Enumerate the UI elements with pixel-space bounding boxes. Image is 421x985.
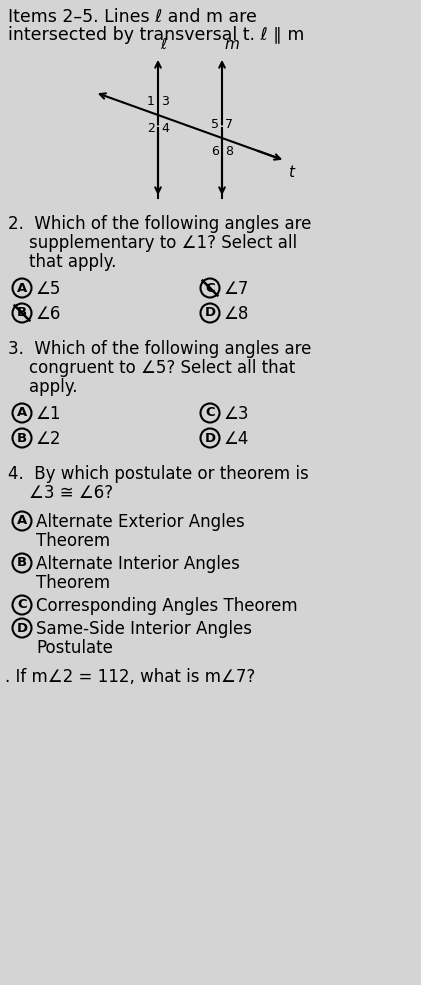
Text: that apply.: that apply. [8, 253, 116, 271]
Text: B: B [17, 431, 27, 444]
Text: Same-Side Interior Angles: Same-Side Interior Angles [36, 620, 252, 638]
Text: D: D [16, 622, 27, 634]
Text: ∠3 ≅ ∠6?: ∠3 ≅ ∠6? [8, 484, 113, 502]
Text: A: A [17, 407, 27, 420]
Text: B: B [17, 306, 27, 319]
Text: ∠8: ∠8 [224, 305, 249, 323]
Text: ∠5: ∠5 [36, 280, 61, 298]
Text: 5: 5 [211, 118, 219, 131]
Text: 3: 3 [161, 95, 169, 108]
Text: C: C [205, 407, 215, 420]
Text: $\ell$: $\ell$ [160, 37, 168, 52]
Text: ∠1: ∠1 [36, 405, 61, 423]
Text: B: B [17, 557, 27, 569]
Text: Alternate Interior Angles: Alternate Interior Angles [36, 555, 240, 573]
Text: D: D [205, 306, 216, 319]
Text: C: C [205, 282, 215, 295]
Text: ∠6: ∠6 [36, 305, 61, 323]
Text: 4.  By which postulate or theorem is: 4. By which postulate or theorem is [8, 465, 309, 483]
Text: intersected by transversal t. ℓ ∥ m: intersected by transversal t. ℓ ∥ m [8, 26, 304, 44]
Text: 7: 7 [225, 118, 233, 131]
Text: 6: 6 [211, 145, 219, 158]
Text: Theorem: Theorem [36, 532, 110, 550]
Text: $t$: $t$ [288, 164, 296, 179]
Text: 2.  Which of the following angles are: 2. Which of the following angles are [8, 215, 312, 233]
Text: 4: 4 [161, 122, 169, 135]
Text: . If m∠2 = 112, what is m∠7?: . If m∠2 = 112, what is m∠7? [5, 668, 255, 686]
Text: 2: 2 [147, 122, 155, 135]
Text: supplementary to ∠1? Select all: supplementary to ∠1? Select all [8, 234, 297, 252]
Text: 8: 8 [225, 145, 233, 158]
Text: 3.  Which of the following angles are: 3. Which of the following angles are [8, 340, 312, 358]
Text: 1: 1 [147, 95, 155, 108]
Text: ∠2: ∠2 [36, 430, 61, 448]
Text: Items 2–5. Lines ℓ and m are: Items 2–5. Lines ℓ and m are [8, 8, 257, 26]
Text: D: D [205, 431, 216, 444]
Text: Theorem: Theorem [36, 574, 110, 592]
Text: A: A [17, 282, 27, 295]
Text: congruent to ∠5? Select all that: congruent to ∠5? Select all that [8, 359, 295, 377]
Text: Corresponding Angles Theorem: Corresponding Angles Theorem [36, 597, 298, 615]
Text: ∠4: ∠4 [224, 430, 249, 448]
Text: apply.: apply. [8, 378, 77, 396]
Text: Alternate Exterior Angles: Alternate Exterior Angles [36, 513, 245, 531]
Text: ∠3: ∠3 [224, 405, 250, 423]
Text: ∠7: ∠7 [224, 280, 249, 298]
Text: A: A [17, 514, 27, 528]
Text: $m$: $m$ [224, 37, 240, 52]
Text: Postulate: Postulate [36, 639, 113, 657]
Text: C: C [17, 599, 27, 612]
